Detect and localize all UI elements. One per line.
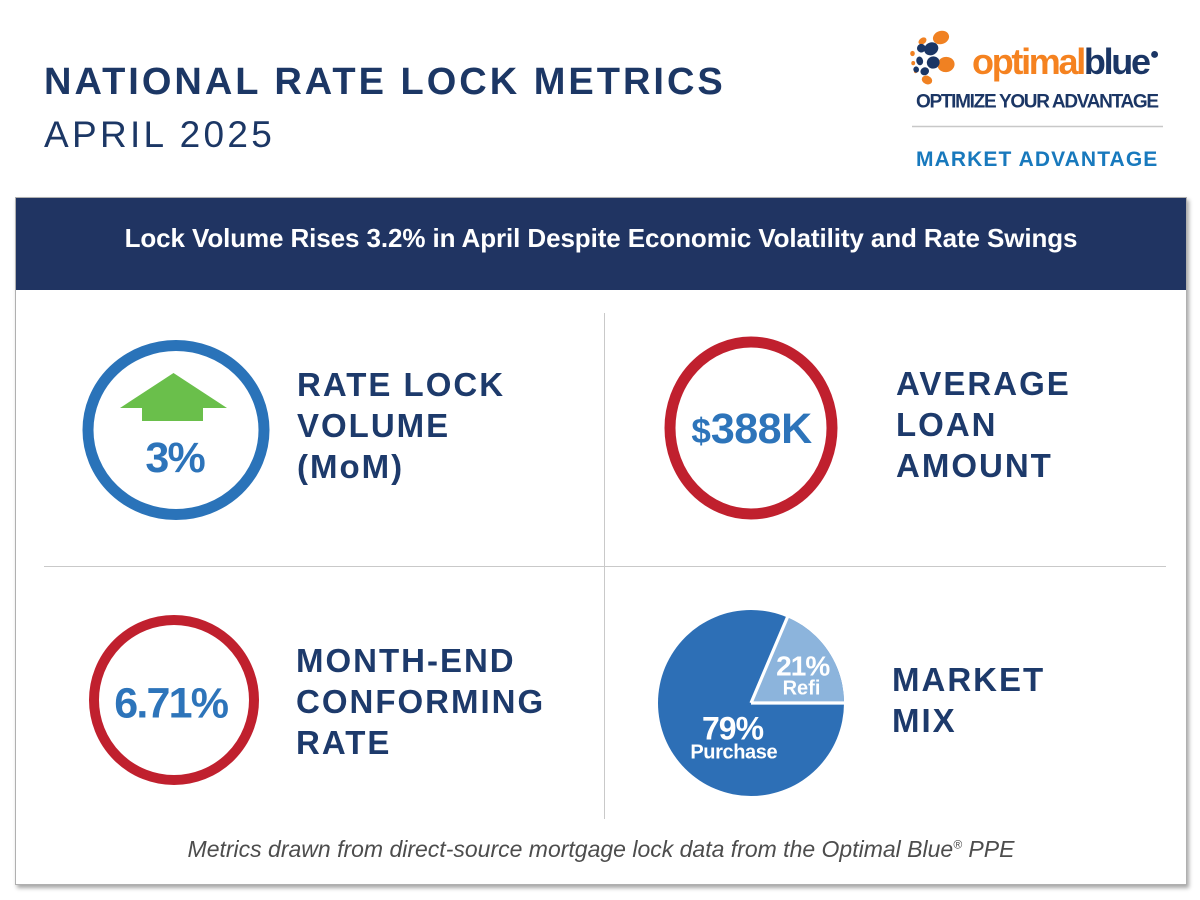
- svg-text:optimalblue●: optimalblue●: [972, 41, 1159, 82]
- svg-text:6.71%: 6.71%: [114, 680, 228, 728]
- svg-text:21%: 21%: [776, 651, 830, 682]
- svg-text:MARKET ADVANTAGE: MARKET ADVANTAGE: [916, 148, 1158, 167]
- svg-text:Purchase: Purchase: [690, 742, 777, 764]
- svg-text:OPTIMIZE YOUR ADVANTAGE: OPTIMIZE YOUR ADVANTAGE: [916, 92, 1158, 113]
- svg-text:79%: 79%: [702, 711, 764, 747]
- svg-text:3%: 3%: [145, 434, 205, 482]
- svg-text:$388K: $388K: [691, 405, 812, 453]
- svg-text:Refi: Refi: [783, 678, 821, 700]
